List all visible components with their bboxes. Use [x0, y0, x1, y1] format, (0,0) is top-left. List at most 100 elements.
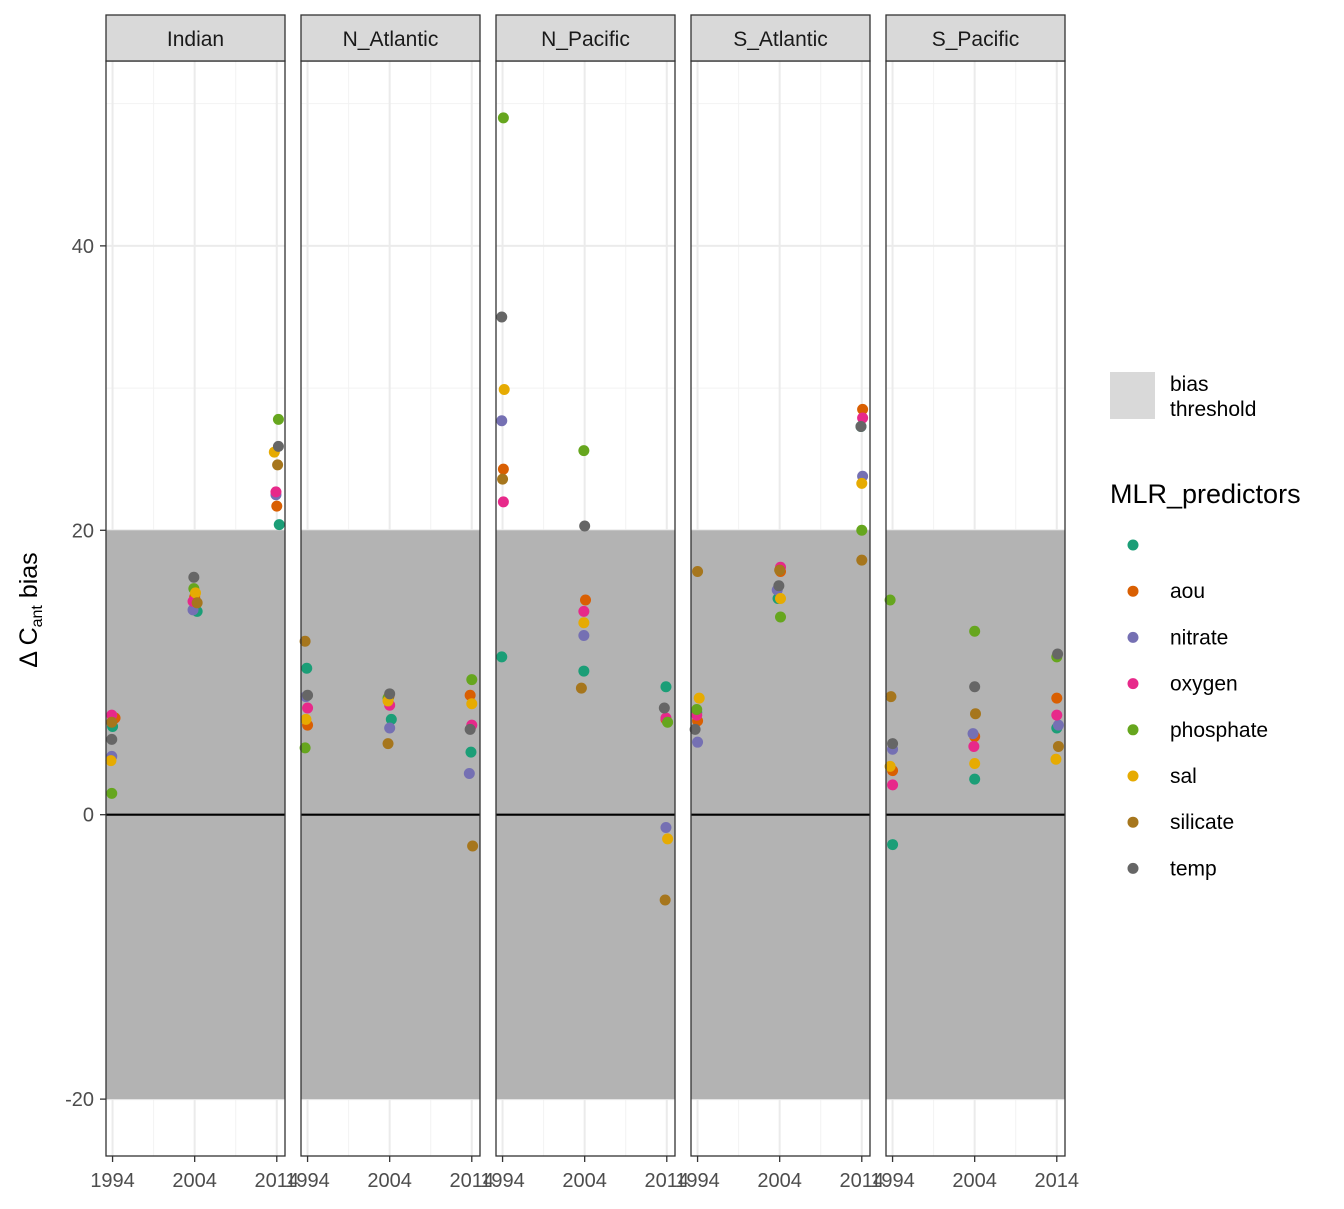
point-base [578, 665, 590, 677]
panel-n-pacific: N_Pacific 1994 2004 2014 [480, 14, 689, 1192]
legend-title: MLR_predictors [1110, 479, 1301, 509]
point-aou [464, 689, 476, 701]
legend-item-base [1127, 539, 1139, 551]
point-nitrate [384, 722, 396, 734]
point-oxygen [857, 412, 869, 424]
point-oxygen [497, 496, 509, 508]
point-temp [1052, 648, 1064, 660]
point-temp [272, 440, 284, 452]
point-temp [106, 733, 118, 745]
point-phosphate [884, 594, 896, 606]
point-nitrate [496, 415, 508, 427]
point-phosphate [691, 703, 703, 715]
facet-strip-label: N_Pacific [541, 28, 630, 51]
point-sal [300, 713, 312, 725]
x-tick-label: 1994 [90, 1170, 135, 1192]
legend-item-label: sal [1170, 765, 1197, 788]
point-phosphate [497, 112, 509, 124]
legend-item-sal: sal [1127, 765, 1197, 788]
facet-strip [885, 14, 1066, 62]
point-temp [384, 688, 396, 700]
point-oxygen [302, 702, 314, 714]
point-phosphate [106, 787, 118, 799]
point-nitrate [967, 728, 979, 740]
point-silicate [659, 894, 671, 906]
point-base [465, 746, 477, 758]
point-oxygen [270, 486, 282, 498]
facet-strip-label: N_Atlantic [343, 28, 439, 51]
point-temp [855, 420, 867, 432]
legend-item-label: aou [1170, 580, 1205, 603]
point-temp [496, 311, 508, 323]
point-nitrate [1052, 719, 1064, 731]
legend-item-silicate: silicate [1127, 811, 1234, 834]
point-nitrate [578, 630, 590, 642]
x-tick-label: 1994 [870, 1170, 915, 1192]
point-oxygen [578, 605, 590, 617]
x-tick-label: 2014 [450, 1170, 495, 1192]
y-axis: -20 0 20 40 [65, 236, 106, 1111]
point-temp [464, 723, 476, 735]
panel-indian: Indian 1994 2004 2014 [90, 14, 299, 1192]
legend-key-point [1127, 862, 1139, 874]
x-tick-label: 2004 [952, 1170, 997, 1192]
point-temp [302, 689, 314, 701]
point-silicate [1052, 740, 1064, 752]
facet-strip-label: Indian [167, 28, 224, 51]
point-silicate [299, 635, 311, 647]
point-base [969, 773, 981, 785]
point-silicate [885, 691, 897, 703]
facet-strip [300, 14, 481, 62]
point-sal [190, 587, 201, 599]
point-silicate [382, 738, 394, 750]
facet-panels: Indian 1994 2004 2014 N_Atlantic 1994 2004 2014… [90, 14, 1080, 1192]
x-tick-label: 2014 [840, 1170, 885, 1192]
point-sal [1050, 753, 1062, 765]
point-sal [693, 692, 705, 704]
legend-item-nitrate: nitrate [1127, 626, 1228, 649]
y-axis-label: Δ Cant bias [15, 552, 46, 667]
point-silicate [774, 564, 786, 576]
point-base [887, 839, 899, 851]
point-sal [105, 755, 117, 767]
point-phosphate [578, 445, 590, 457]
point-oxygen [968, 740, 980, 752]
point-phosphate [466, 674, 478, 686]
point-sal [466, 698, 478, 710]
point-temp [658, 702, 670, 714]
point-sal [856, 477, 868, 489]
point-silicate [575, 682, 587, 694]
point-aou [1051, 692, 1063, 704]
legend-item-phosphate: phosphate [1127, 719, 1268, 742]
point-base [660, 681, 672, 693]
point-nitrate [660, 822, 672, 833]
point-nitrate [463, 767, 475, 779]
legend-item-label: oxygen [1170, 673, 1238, 696]
point-silicate [106, 716, 118, 728]
point-phosphate [299, 742, 311, 754]
point-oxygen [887, 779, 899, 791]
point-phosphate [272, 413, 284, 425]
x-tick-label: 1994 [285, 1170, 330, 1192]
legend-key-point [1127, 631, 1139, 643]
point-temp [773, 580, 785, 592]
point-aou [271, 500, 283, 512]
point-temp [188, 571, 200, 583]
x-tick-label: 2014 [1035, 1170, 1080, 1192]
point-sal [578, 617, 590, 629]
point-sal [775, 593, 786, 605]
y-tick-label: 20 [72, 520, 94, 542]
point-phosphate [775, 611, 786, 623]
legend-key-point [1127, 539, 1139, 551]
point-aou [857, 403, 869, 415]
panel-s-atlantic: S_Atlantic 1994 2004 2014 [675, 14, 885, 1192]
facet-strip-label: S_Pacific [932, 28, 1020, 51]
legend-key-point [1127, 585, 1139, 597]
point-sal [662, 833, 674, 845]
legend-item-temp: temp [1127, 857, 1217, 880]
point-phosphate [969, 625, 981, 637]
legend-item-aou: aou [1127, 580, 1205, 603]
legend: bias threshold MLR_predictors aou nitrate… [1110, 372, 1301, 880]
facet-strip-label: S_Atlantic [733, 28, 828, 51]
